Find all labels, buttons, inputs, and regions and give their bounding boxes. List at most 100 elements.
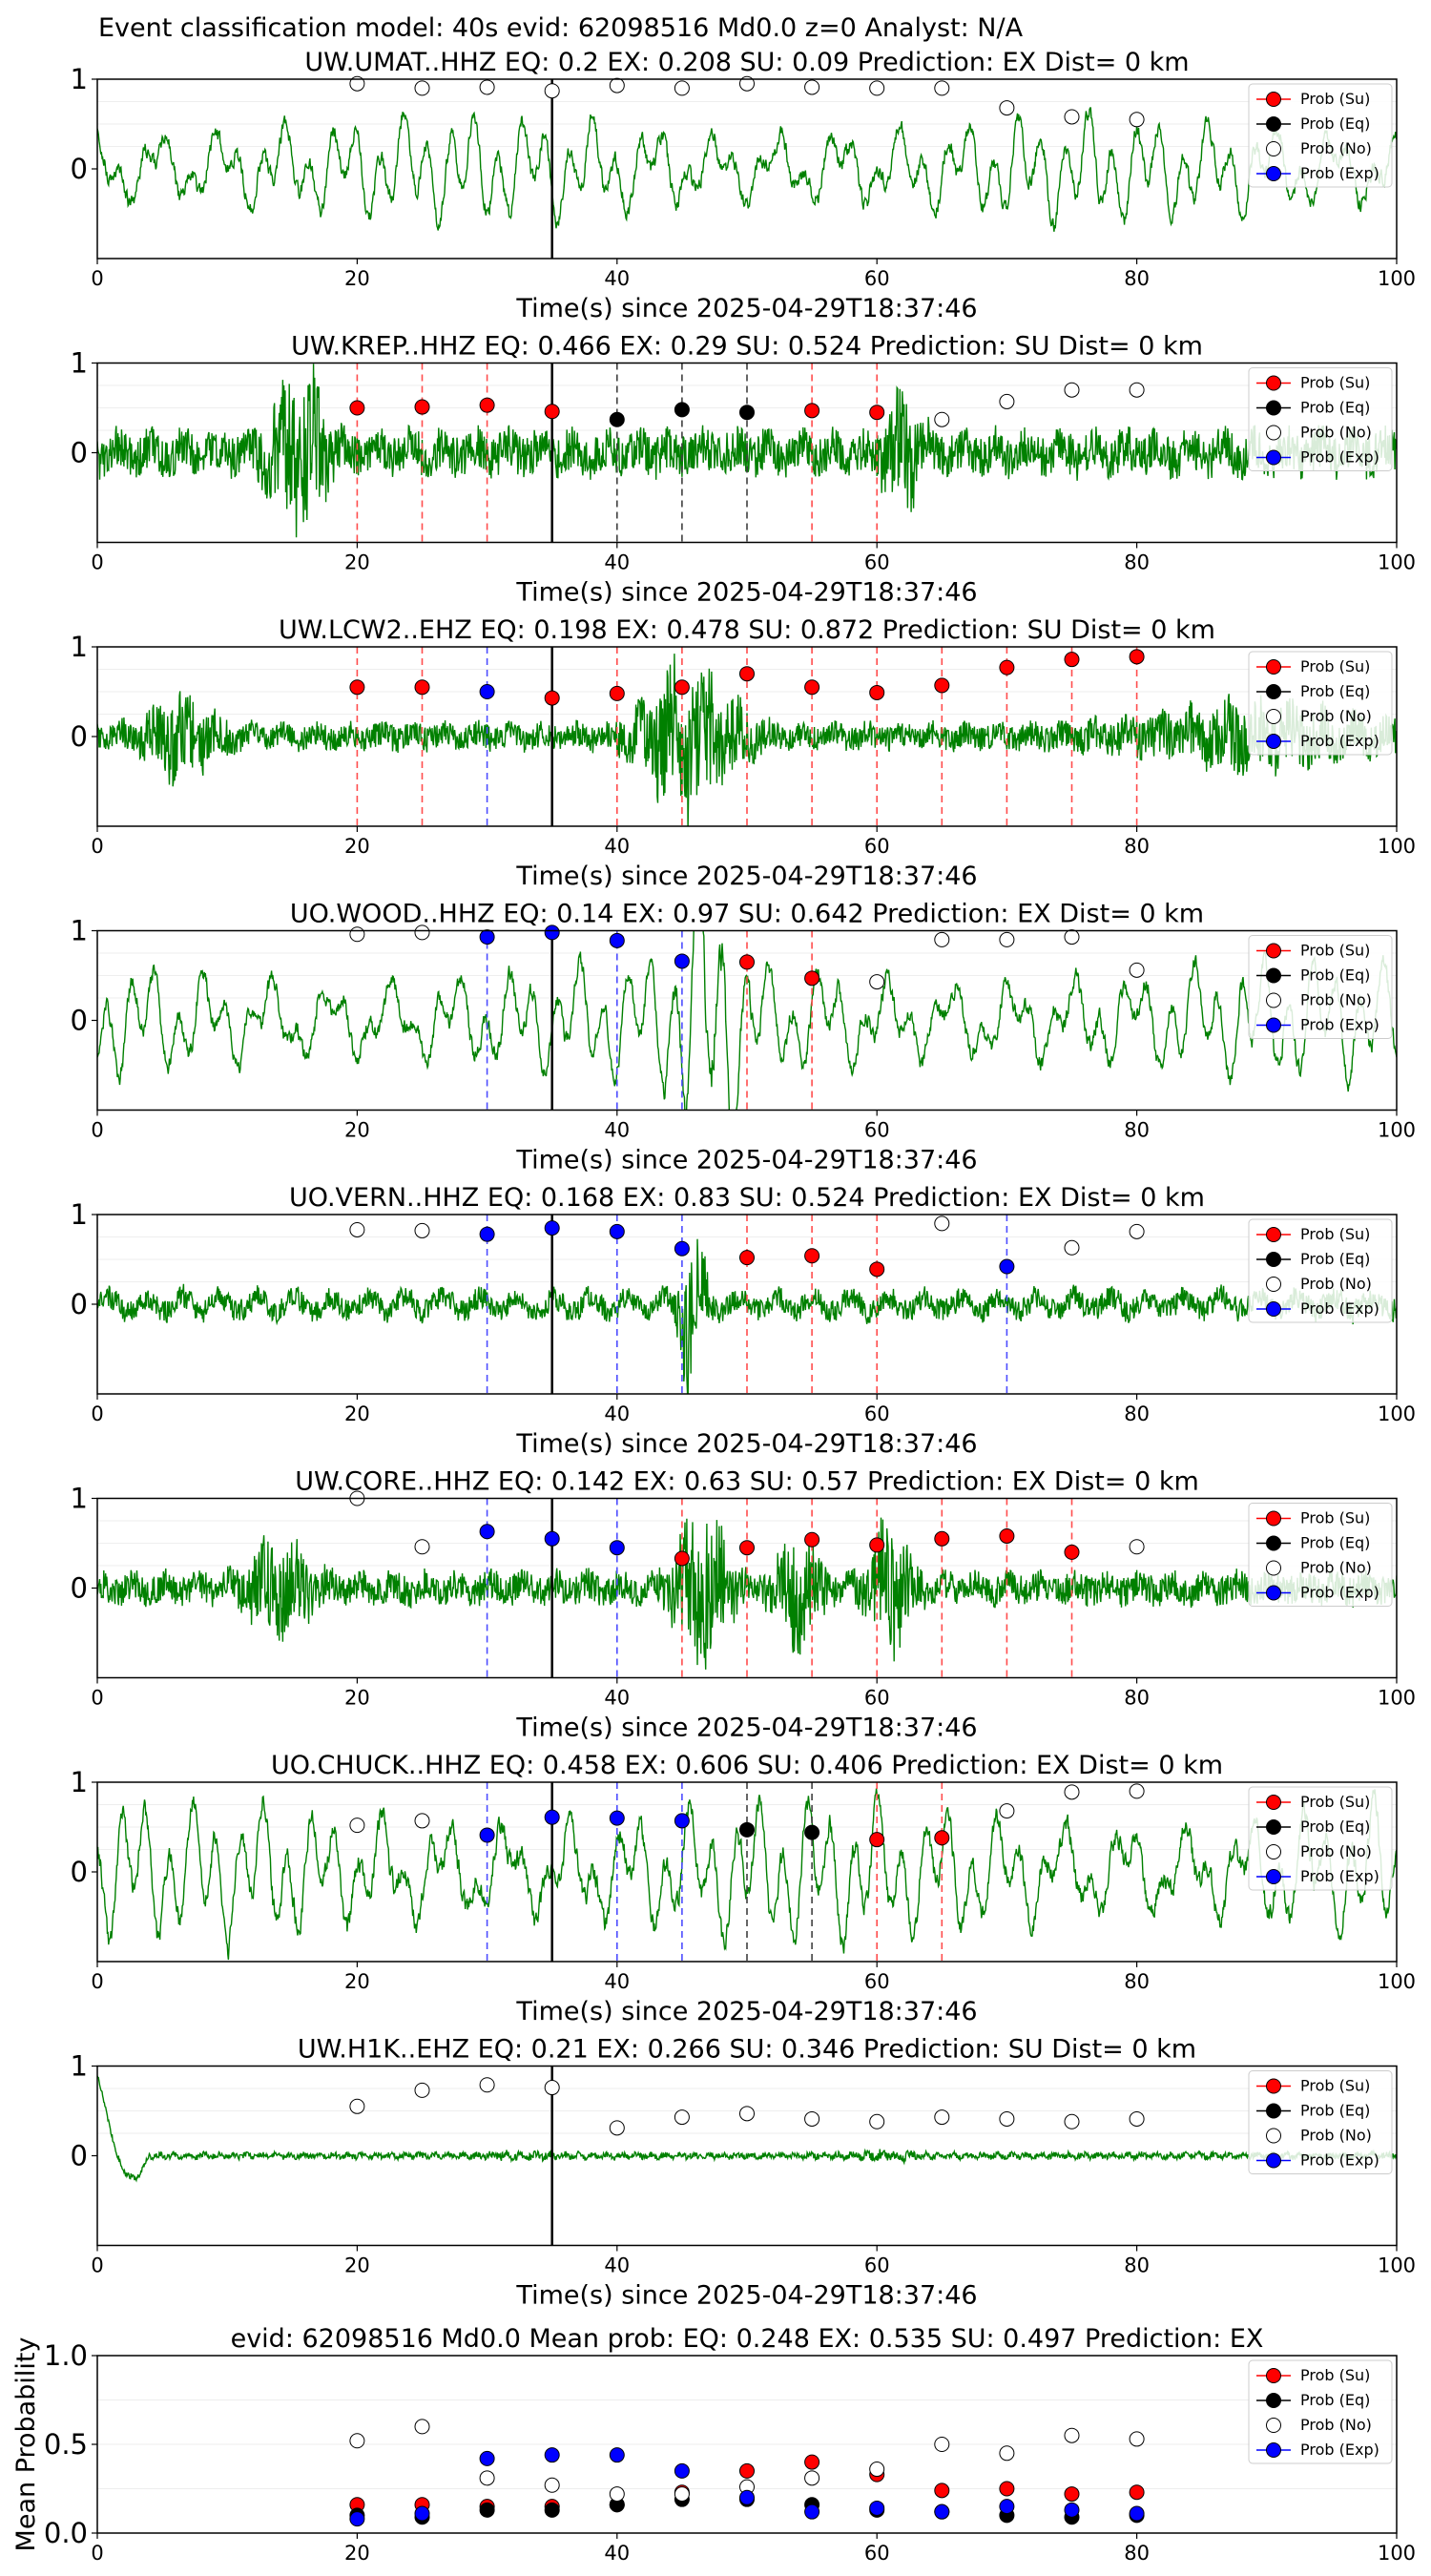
legend-marker	[1266, 1535, 1281, 1551]
x-tick-label: 40	[604, 1970, 630, 1993]
legend-label: Prob (No)	[1300, 1275, 1372, 1293]
mean-marker-su	[804, 2454, 820, 2470]
legend-marker	[1266, 2418, 1281, 2433]
prob-marker-eq	[674, 402, 690, 418]
x-tick-label: 60	[864, 1402, 890, 1425]
prob-marker-su	[739, 666, 755, 682]
x-tick-label: 40	[604, 1119, 630, 1142]
legend-frame	[1248, 651, 1393, 756]
legend-frame	[1248, 2359, 1393, 2464]
prob-marker-exp	[674, 1813, 690, 1829]
x-tick-label: 60	[864, 835, 890, 858]
legend-frame	[1248, 1786, 1393, 1891]
legend-item-su: Prob (Su)	[1256, 2077, 1370, 2095]
legend-marker	[1266, 166, 1281, 181]
legend-item-su: Prob (Su)	[1256, 1793, 1370, 1811]
prob-marker-su	[869, 1261, 885, 1278]
waveform-panel-5: UO.VERN..HHZ EQ: 0.168 EX: 0.83 SU: 0.52…	[71, 1183, 1417, 1459]
y-axis-label: Mean Probability	[11, 2337, 41, 2552]
legend-item-no: Prob (No)	[1266, 424, 1372, 442]
legend-label: Prob (No)	[1300, 2416, 1372, 2434]
prob-marker-no	[1064, 1784, 1080, 1800]
panel-title: UW.CORE..HHZ EQ: 0.142 EX: 0.63 SU: 0.57…	[295, 1467, 1199, 1497]
legend-marker	[1266, 2128, 1281, 2144]
prob-marker-su	[1064, 652, 1080, 668]
mean-marker-exp	[349, 2511, 365, 2527]
mean-marker-su	[1064, 2486, 1080, 2503]
y-tick-label: 0	[71, 1856, 88, 1888]
legend-marker	[1266, 1510, 1281, 1527]
prob-marker-exp	[609, 932, 625, 948]
legend-label: Prob (Exp)	[1300, 732, 1379, 750]
x-axis-label: Time(s) since 2025-04-29T18:37:46	[515, 862, 977, 891]
prob-marker-no	[414, 1813, 430, 1829]
prob-marker-su	[1129, 649, 1145, 665]
legend-label: Prob (Exp)	[1300, 1299, 1379, 1318]
prob-marker-exp	[479, 929, 495, 945]
prob-marker-su	[999, 1527, 1015, 1544]
prob-marker-su	[934, 1830, 950, 1846]
legend-item-no: Prob (No)	[1266, 1559, 1372, 1577]
legend-marker	[1266, 449, 1281, 466]
y-tick-label: 0	[71, 1288, 88, 1320]
x-tick-label: 60	[864, 1119, 890, 1142]
prob-marker-no	[674, 80, 690, 96]
mean-probability-panel: evid: 62098516 Md0.0 Mean prob: EQ: 0.24…	[11, 2324, 1416, 2565]
x-tick-label: 100	[1378, 267, 1416, 290]
prob-marker-su	[674, 1550, 690, 1567]
x-tick-label: 20	[344, 1687, 370, 1710]
y-tick-label: 0	[71, 437, 88, 469]
mean-marker-exp	[1064, 2502, 1080, 2518]
mean-marker-su	[999, 2481, 1015, 2497]
legend: Prob (Su) Prob (Eq) Prob (No) Prob (Exp)	[1248, 2070, 1393, 2174]
legend: Prob (Su) Prob (Eq) Prob (No) Prob (Exp)	[1248, 1503, 1393, 1607]
legend-item-su: Prob (Su)	[1256, 374, 1370, 392]
x-tick-label: 100	[1378, 1119, 1416, 1142]
mean-marker-no	[804, 2470, 820, 2486]
mean-marker-exp	[609, 2447, 625, 2463]
legend-item-exp: Prob (Exp)	[1256, 2441, 1379, 2459]
x-tick-label: 80	[1124, 1970, 1150, 1993]
waveform-trace	[97, 107, 1397, 232]
legend-frame	[1248, 2070, 1393, 2174]
prob-marker-exp	[544, 1530, 560, 1547]
legend-marker	[1266, 2078, 1281, 2094]
legend-item-no: Prob (No)	[1266, 1842, 1372, 1860]
legend-marker	[1266, 1301, 1281, 1317]
legend-item-exp: Prob (Exp)	[1256, 1584, 1379, 1602]
prob-marker-no	[934, 2109, 950, 2126]
prob-marker-no	[934, 931, 950, 947]
legend-item-su: Prob (Su)	[1256, 1509, 1370, 1527]
legend-marker	[1266, 2442, 1281, 2458]
legend-item-no: Prob (No)	[1266, 707, 1372, 725]
legend-label: Prob (Su)	[1300, 1509, 1370, 1527]
x-axis-label: Time(s) since 2025-04-29T18:37:46	[515, 1429, 977, 1459]
legend: Prob (Su) Prob (Eq) Prob (No) Prob (Exp)	[1248, 83, 1393, 188]
y-tick-label: 1	[71, 2050, 88, 2083]
prob-marker-no	[544, 83, 560, 99]
y-tick-label: 1	[71, 1483, 88, 1515]
prob-marker-su	[804, 1248, 820, 1264]
mean-marker-su	[934, 2483, 950, 2499]
prob-marker-no	[739, 75, 755, 92]
prob-marker-no	[934, 1215, 950, 1232]
legend-marker	[1266, 2152, 1281, 2169]
legend-marker	[1266, 1017, 1281, 1033]
legend-marker	[1266, 1819, 1281, 1835]
panel-title: UO.CHUCK..HHZ EQ: 0.458 EX: 0.606 SU: 0.…	[271, 1751, 1223, 1780]
prob-marker-no	[1129, 962, 1145, 978]
mean-marker-no	[934, 2437, 950, 2452]
y-tick-label: 0.0	[44, 2517, 88, 2549]
legend-label: Prob (No)	[1300, 1842, 1372, 1860]
legend-item-su: Prob (Su)	[1256, 657, 1370, 675]
x-tick-label: 20	[344, 267, 370, 290]
mean-marker-no	[544, 2477, 560, 2493]
prob-marker-no	[414, 1539, 430, 1555]
prob-marker-no	[414, 80, 430, 96]
legend-item-exp: Prob (Exp)	[1256, 732, 1379, 750]
waveform-panel-3: UW.LCW2..EHZ EQ: 0.198 EX: 0.478 SU: 0.8…	[71, 615, 1417, 891]
x-tick-label: 80	[1124, 835, 1150, 858]
prob-marker-no	[414, 2082, 430, 2098]
legend-item-no: Prob (No)	[1266, 2127, 1372, 2145]
x-tick-label: 0	[91, 551, 103, 574]
